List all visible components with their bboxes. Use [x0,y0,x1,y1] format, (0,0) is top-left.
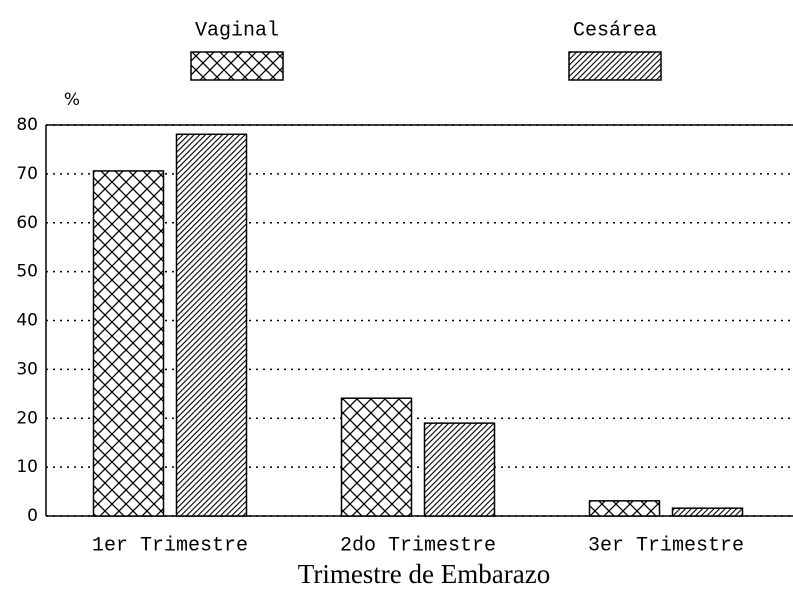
bar [423,422,496,517]
y-tick-label: 10 [16,457,38,477]
y-tick-label: 0 [27,506,38,526]
legend-swatch [568,51,662,81]
x-tick-label: 2do Trimestre [340,534,496,557]
legend-label: Vaginal [195,19,279,42]
y-tick-label: 20 [16,408,38,428]
y-tick-label: 60 [16,213,38,233]
y-tick-label: 30 [16,359,38,379]
x-tick-label: 3er Trimestre [588,534,744,557]
bar [671,507,744,517]
y-tick-label: 70 [16,164,38,184]
bar [588,500,661,517]
x-axis-title: Trimestre de Embarazo [298,559,550,589]
legend-swatch [190,51,284,81]
x-tick-label: 1er Trimestre [92,534,248,557]
legend-label: Cesárea [573,19,657,42]
bar [175,133,248,517]
y-tick-label: 50 [16,262,38,282]
y-tick-label: 40 [16,311,38,331]
bar [92,170,165,517]
y-axis-label: % [64,90,80,110]
bar [340,397,413,517]
y-tick-label: 80 [16,115,38,135]
